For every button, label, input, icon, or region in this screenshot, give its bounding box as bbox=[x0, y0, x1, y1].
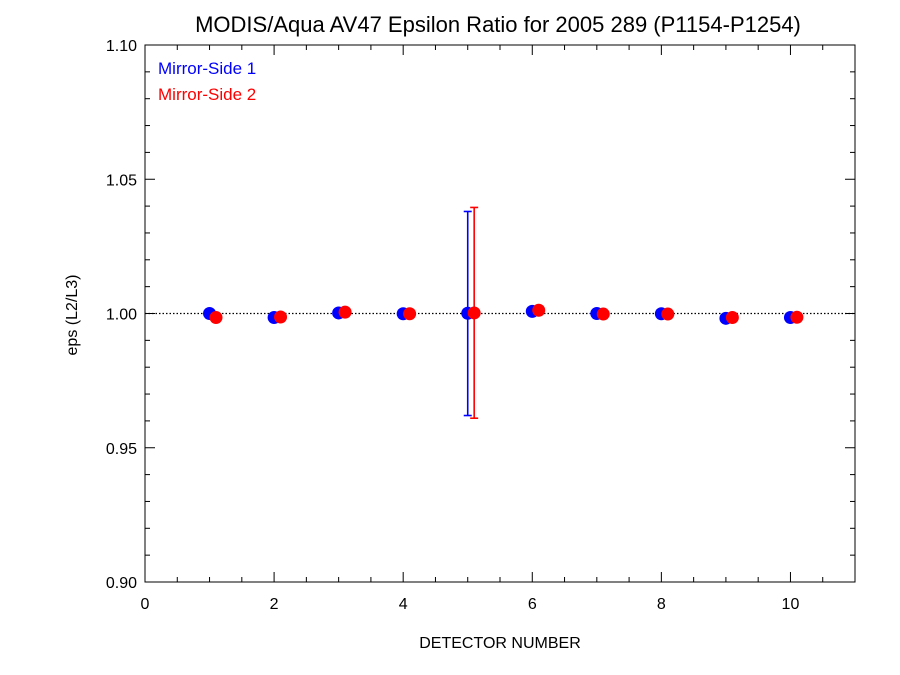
chart-title: MODIS/Aqua AV47 Epsilon Ratio for 2005 2… bbox=[195, 12, 801, 37]
data-point-series-2 bbox=[725, 311, 739, 325]
data-point-series-2 bbox=[596, 307, 610, 321]
data-point-series-2 bbox=[467, 306, 481, 320]
legend-entry: Mirror-Side 1 bbox=[158, 59, 256, 78]
data-point-series-2 bbox=[274, 310, 288, 324]
x-tick-label: 4 bbox=[399, 596, 408, 613]
legend-entry: Mirror-Side 2 bbox=[158, 85, 256, 104]
x-tick-label: 6 bbox=[528, 596, 537, 613]
x-tick-label: 8 bbox=[657, 596, 666, 613]
x-tick-label: 0 bbox=[141, 596, 150, 613]
y-axis-label: eps (L2/L3) bbox=[64, 275, 81, 356]
x-tick-label: 10 bbox=[782, 596, 800, 613]
y-tick-label: 1.10 bbox=[106, 38, 137, 55]
data-point-series-2 bbox=[532, 303, 546, 317]
y-tick-label: 1.05 bbox=[106, 172, 137, 189]
x-axis-label: DETECTOR NUMBER bbox=[419, 635, 581, 652]
data-point-series-2 bbox=[661, 307, 675, 321]
y-tick-label: 0.90 bbox=[106, 575, 137, 592]
x-tick-label: 2 bbox=[270, 596, 279, 613]
data-point-series-2 bbox=[403, 307, 417, 321]
y-tick-label: 1.00 bbox=[106, 307, 137, 324]
data-point-series-2 bbox=[338, 305, 352, 319]
y-tick-label: 0.95 bbox=[106, 441, 137, 458]
data-point-series-2 bbox=[209, 311, 223, 325]
data-point-series-2 bbox=[790, 310, 804, 324]
